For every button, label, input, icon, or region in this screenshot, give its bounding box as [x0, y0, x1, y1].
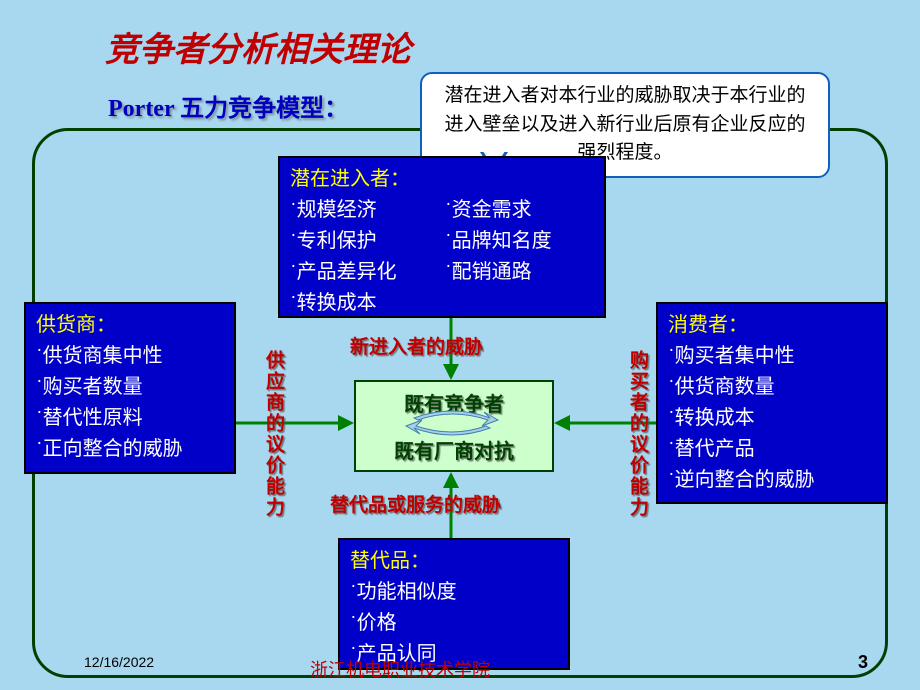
- footer-date: 12/16/2022: [84, 654, 154, 670]
- force-left-item: ˙供货商集中性: [36, 341, 224, 372]
- force-right-item: ˙供货商数量: [668, 372, 876, 403]
- force-bottom-item: ˙价格: [350, 608, 558, 639]
- force-left-item: ˙购买者数量: [36, 372, 224, 403]
- cycle-arrow-icon: [404, 408, 500, 438]
- force-bottom-header: 替代品：: [350, 546, 558, 577]
- force-right-item: ˙替代产品: [668, 434, 876, 465]
- label-left: 供应商的议价能力: [260, 334, 287, 534]
- slide-canvas: 竞争者分析相关理论 Porter 五力竞争模型： 潜在进入者对本行业的威胁取决于…: [0, 0, 920, 690]
- force-right-header: 消费者：: [668, 310, 876, 341]
- force-top-header: 潜在进入者：: [290, 164, 594, 195]
- label-right: 购买者的议价能力: [624, 334, 651, 534]
- center-line2: 既有厂商对抗: [356, 435, 552, 464]
- force-left-item: ˙正向整合的威胁: [36, 434, 224, 465]
- force-top-item: ˙专利保护: [290, 226, 440, 257]
- force-right-item: ˙逆向整合的威胁: [668, 465, 876, 496]
- force-top-item: ˙转换成本: [290, 288, 440, 319]
- force-box-top: 潜在进入者： ˙规模经济 ˙专利保护 ˙产品差异化 ˙转换成本 ˙资金需求 ˙品…: [278, 156, 606, 318]
- force-box-right: 消费者： ˙购买者集中性 ˙供货商数量 ˙转换成本 ˙替代产品 ˙逆向整合的威胁: [656, 302, 888, 504]
- force-top-item: ˙配销通路: [445, 257, 585, 288]
- footer-page-number: 3: [858, 652, 868, 673]
- force-top-item: ˙规模经济: [290, 195, 440, 226]
- arrow-left: [236, 412, 354, 434]
- force-left-header: 供货商：: [36, 310, 224, 341]
- force-top-item: ˙资金需求: [445, 195, 585, 226]
- footer-org: 浙江机电职业技术学院: [310, 656, 490, 682]
- force-bottom-item: ˙功能相似度: [350, 577, 558, 608]
- force-box-bottom: 替代品： ˙功能相似度 ˙价格 ˙产品认同: [338, 538, 570, 670]
- slide-subtitle: Porter 五力竞争模型：: [108, 88, 348, 123]
- force-box-left: 供货商： ˙供货商集中性 ˙购买者数量 ˙替代性原料 ˙正向整合的威胁: [24, 302, 236, 474]
- slide-title: 竞争者分析相关理论: [105, 22, 411, 71]
- force-top-item: ˙品牌知名度: [445, 226, 585, 257]
- force-left-item: ˙替代性原料: [36, 403, 224, 434]
- force-top-item: ˙产品差异化: [290, 257, 440, 288]
- force-right-item: ˙转换成本: [668, 403, 876, 434]
- label-top: 新进入者的威胁: [350, 332, 483, 359]
- force-right-item: ˙购买者集中性: [668, 341, 876, 372]
- center-box: 既有竞争者 既有厂商对抗: [354, 380, 554, 472]
- label-bottom: 替代品或服务的威胁: [330, 490, 501, 517]
